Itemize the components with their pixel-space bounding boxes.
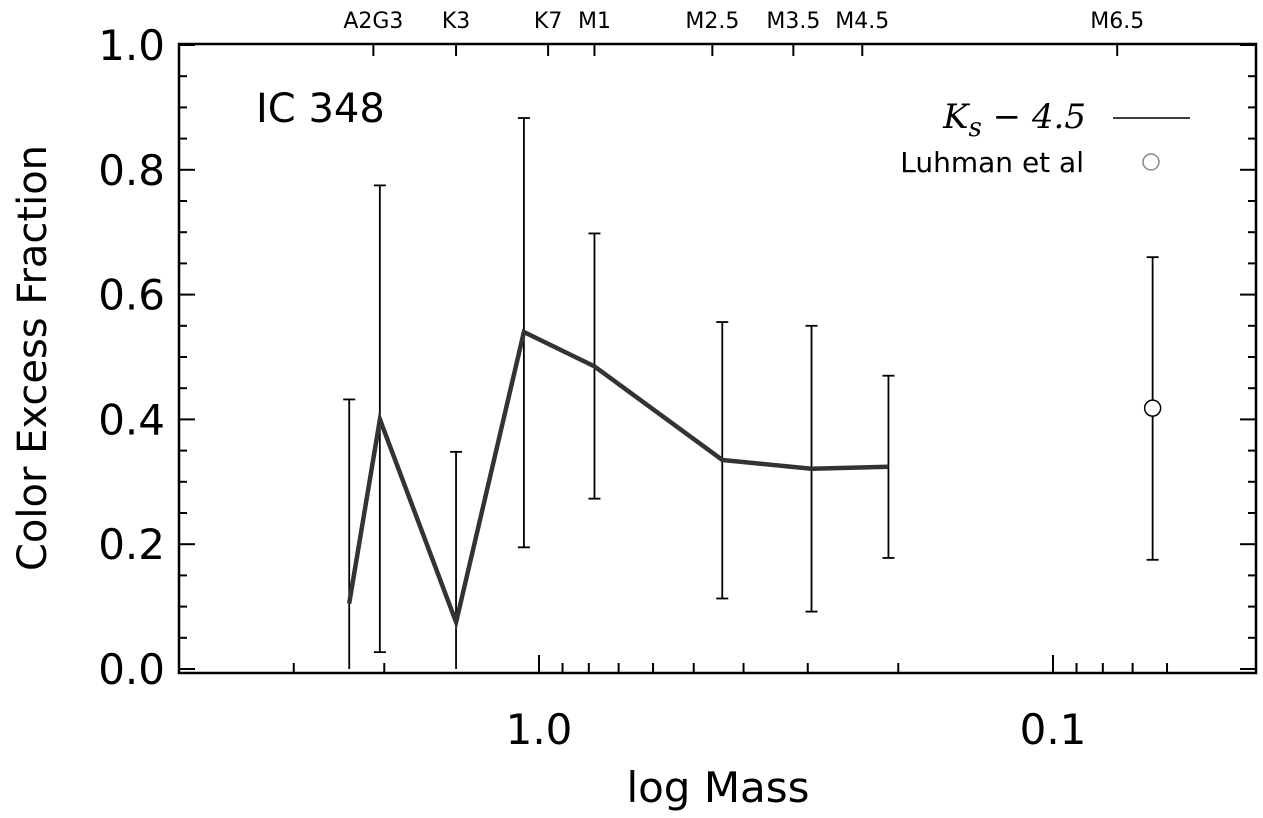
x-axis-label: log Mass (626, 763, 809, 812)
legend-label-ks: Ks − 4.5 (942, 97, 1086, 143)
series-line (346, 328, 889, 630)
y-tick-labels: 0.0 0.2 0.4 0.6 0.8 1.0 (98, 21, 165, 694)
axis-ticks (179, 44, 1256, 673)
y-tick-label: 0.2 (98, 520, 165, 569)
top-axis-label: K7 (534, 9, 562, 34)
error-bars (343, 117, 1159, 669)
plot-border (177, 42, 1258, 675)
plot-frame (177, 42, 1258, 675)
series (346, 328, 1162, 630)
x-tick-label: 0.1 (1020, 705, 1087, 754)
top-axis-label: M3.5 (766, 9, 820, 34)
chart-annotation: IC 348 (256, 86, 385, 132)
top-axis-label: K3 (442, 9, 470, 34)
y-tick-label: 0.0 (98, 645, 165, 694)
legend-symbol-circle (1142, 153, 1160, 171)
y-tick-label: 0.6 (98, 271, 165, 320)
top-axis-label: M4.5 (835, 9, 889, 34)
top-axis-label: M1 (578, 9, 611, 34)
top-axis-label: A2G3 (343, 9, 403, 34)
y-tick-label: 0.8 (98, 146, 165, 195)
x-tick-labels: 1.0 0.1 (506, 705, 1087, 754)
data-point (1143, 399, 1162, 417)
y-axis-label: Color Excess Fraction (10, 145, 56, 571)
top-axis-label: M2.5 (685, 9, 739, 34)
legend-label-luhman: Luhman et al (900, 146, 1084, 179)
x-tick-label: 1.0 (506, 705, 573, 754)
y-tick-label: 1.0 (98, 21, 165, 70)
top-axis-labels: A2G3 K3 K7 M1 M2.5 M3.5 M4.5 M6.5 (343, 9, 1144, 34)
y-tick-label: 0.4 (98, 395, 165, 444)
top-axis-label: M6.5 (1090, 9, 1144, 34)
